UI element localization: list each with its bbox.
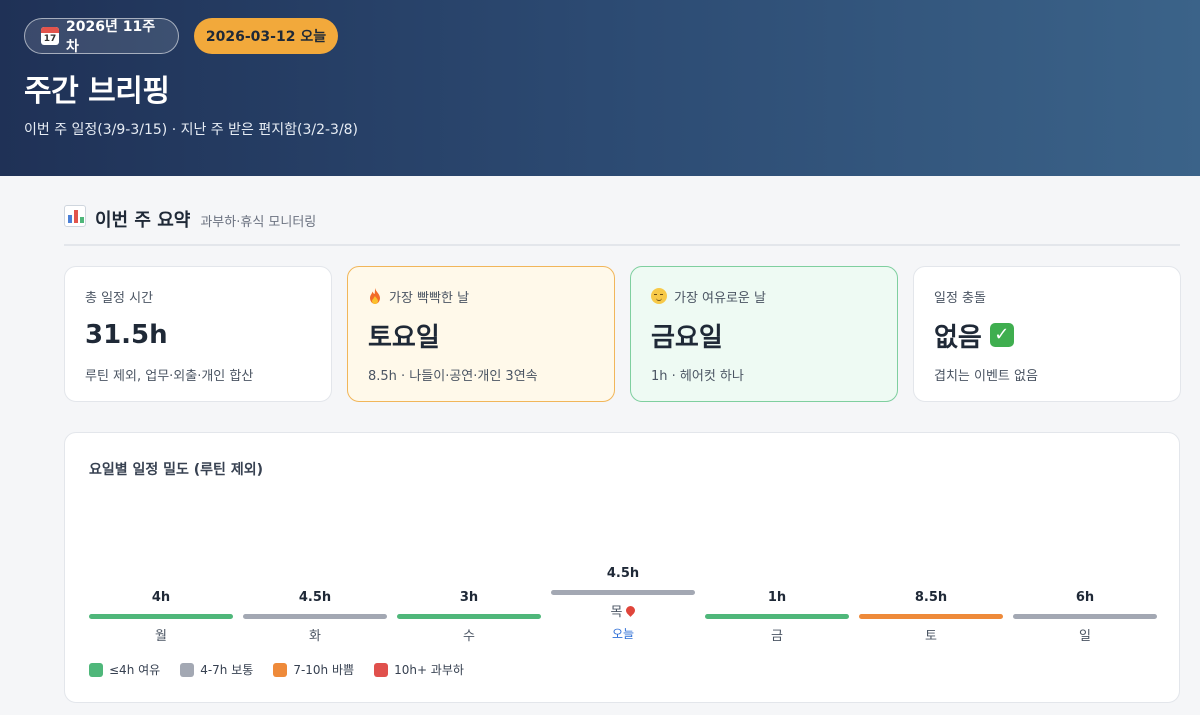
day-name: 목 — [551, 601, 695, 620]
bar-chart-icon — [64, 205, 86, 227]
total-hours-card: 총 일정 시간 31.5h 루틴 제외, 업무·외출·개인 합산 — [64, 266, 332, 402]
day-name-text: 일 — [1079, 629, 1091, 644]
day-name: 금 — [705, 625, 849, 644]
legend-item: 4-7h 보통 — [180, 661, 253, 678]
pin-icon — [624, 604, 638, 617]
week-badge: 17 2026년 11주차 — [24, 18, 179, 55]
day-density-bar — [397, 614, 541, 619]
busiest-day-card: 가장 빡빡한 날 토요일 8.5h · 나들이·공연·개인 3연속 — [347, 266, 615, 402]
today-badge: 2026-03-12 오늘 — [194, 18, 338, 54]
day-density-bar — [1013, 614, 1157, 619]
card-value: 금요일 — [651, 322, 723, 353]
day-density-bar — [89, 614, 233, 619]
day-name: 토 — [859, 625, 1003, 644]
day-column: 1h 금 — [705, 433, 849, 704]
day-name-text: 화 — [309, 629, 321, 644]
day-name-text: 토 — [925, 629, 937, 644]
day-name-text: 수 — [463, 629, 475, 644]
day-density-bar — [551, 590, 695, 595]
day-density-bar — [243, 614, 387, 619]
density-title: 요일별 일정 밀도 (루틴 제외) — [89, 462, 263, 478]
day-column: 8.5h 토 — [859, 433, 1003, 704]
day-name-text: 금 — [771, 629, 783, 644]
legend-item: ≤4h 여유 — [89, 661, 160, 678]
day-value-label: 8.5h — [914, 590, 948, 605]
legend-label: ≤4h 여유 — [109, 663, 161, 677]
day-value-label: 4.5h — [606, 566, 640, 581]
lightest-day-card: 가장 여유로운 날 금요일 1h · 헤어컷 하나 — [630, 266, 898, 402]
legend-swatch — [374, 662, 389, 677]
day-density-bar — [859, 614, 1003, 619]
legend-label: 10h+ 과부하 — [394, 663, 464, 677]
legend-swatch — [89, 662, 103, 677]
card-value: 토요일 — [368, 322, 440, 353]
day-name: 수 — [397, 625, 541, 644]
day-value-label: 6h — [1075, 590, 1095, 605]
card-value: 31.5h — [85, 320, 168, 350]
week-badge-label: 2026년 11주차 — [66, 19, 156, 55]
day-column: 6h 일 — [1013, 433, 1157, 704]
today-marker: 오늘 — [611, 627, 635, 641]
legend-swatch — [273, 662, 288, 677]
conflicts-card: 일정 충돌 없음 ✓ 겹치는 이벤트 없음 — [913, 266, 1181, 402]
day-name-text: 목 — [610, 605, 623, 620]
relieved-face-icon — [651, 288, 667, 304]
card-label: 가장 빡빡한 날 — [389, 290, 470, 306]
summary-section-header: 이번 주 요약 과부하·휴식 모니터링 — [64, 203, 1180, 246]
day-name: 월 — [89, 625, 233, 644]
fire-icon — [370, 288, 380, 304]
legend-label: 4-7h 보통 — [200, 663, 254, 677]
card-desc: 겹치는 이벤트 없음 — [934, 369, 1038, 384]
legend-label: 7-10h 바쁨 — [293, 663, 355, 677]
summary-desc: 과부하·휴식 모니터링 — [200, 215, 317, 230]
day-column: 4.5h 화 — [243, 433, 387, 704]
check-mark-icon: ✓ — [989, 323, 1014, 347]
card-label: 가장 여유로운 날 — [674, 290, 766, 306]
day-name: 일 — [1013, 625, 1157, 644]
day-density-bar — [705, 614, 849, 619]
card-desc: 루틴 제외, 업무·외출·개인 합산 — [85, 369, 254, 384]
legend-item: 10h+ 과부하 — [374, 661, 464, 678]
day-value-label: 4h — [151, 590, 171, 605]
page-subtitle: 이번 주 일정(3/9-3/15) · 지난 주 받은 편지함(3/2-3/8) — [24, 122, 359, 138]
header-banner: 17 2026년 11주차 2026-03-12 오늘 주간 브리핑 이번 주 … — [0, 0, 1200, 176]
day-column: 4h 월 — [89, 433, 233, 704]
card-desc: 1h · 헤어컷 하나 — [651, 369, 744, 384]
card-value: 없음 — [934, 322, 982, 353]
legend-swatch — [180, 662, 195, 677]
density-legend: ≤4h 여유 4-7h 보통 7-10h 바쁨 10h+ 과부하 — [89, 661, 484, 678]
day-name-text: 월 — [155, 629, 167, 644]
day-name: 화 — [243, 625, 387, 644]
card-desc: 8.5h · 나들이·공연·개인 3연속 — [368, 369, 538, 384]
day-column: 3h 수 — [397, 433, 541, 704]
legend-item: 7-10h 바쁨 — [273, 661, 354, 678]
calendar-icon: 17 — [41, 27, 59, 45]
day-value-label: 3h — [459, 590, 479, 605]
day-value-label: 4.5h — [298, 590, 332, 605]
card-label: 일정 충돌 — [934, 290, 986, 306]
card-label: 총 일정 시간 — [85, 290, 154, 306]
summary-title: 이번 주 요약 — [95, 210, 191, 231]
day-value-label: 1h — [767, 590, 787, 605]
page-title: 주간 브리핑 — [24, 74, 170, 109]
